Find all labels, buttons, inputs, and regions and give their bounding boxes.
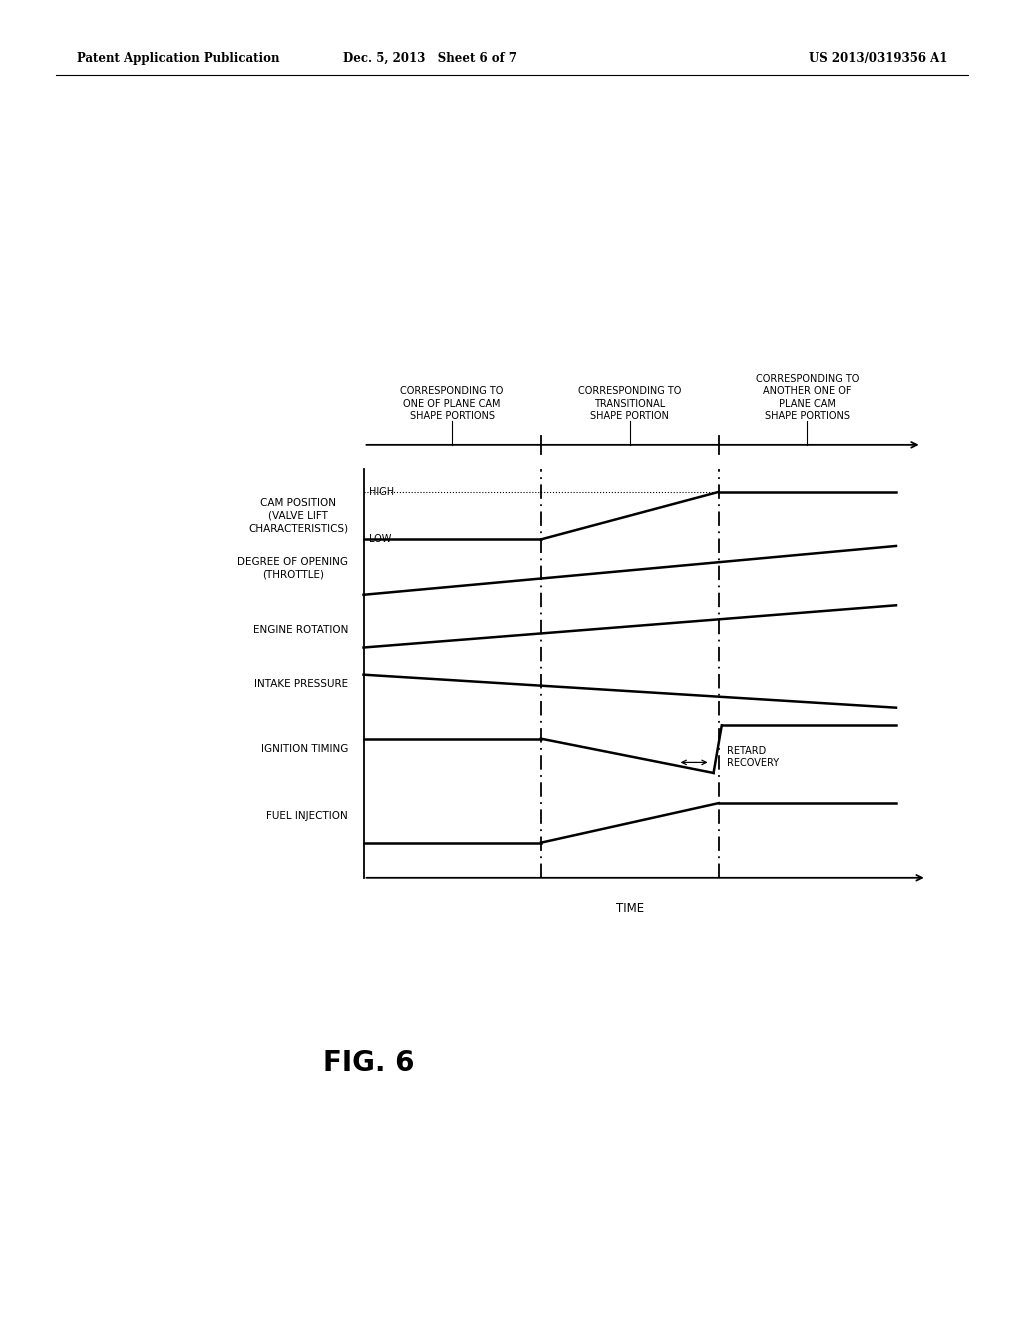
Text: CORRESPONDING TO
TRANSITIONAL
SHAPE PORTION: CORRESPONDING TO TRANSITIONAL SHAPE PORT… <box>579 387 681 421</box>
Text: ENGINE ROTATION: ENGINE ROTATION <box>253 626 348 635</box>
Text: CAM POSITION
(VALVE LIFT
CHARACTERISTICS): CAM POSITION (VALVE LIFT CHARACTERISTICS… <box>248 498 348 533</box>
Text: TIME: TIME <box>615 902 644 915</box>
Text: FIG. 6: FIG. 6 <box>323 1048 415 1077</box>
Text: DEGREE OF OPENING
(THROTTLE): DEGREE OF OPENING (THROTTLE) <box>238 557 348 579</box>
Text: IGNITION TIMING: IGNITION TIMING <box>261 744 348 754</box>
Text: HIGH: HIGH <box>369 487 394 496</box>
Text: INTAKE PRESSURE: INTAKE PRESSURE <box>254 678 348 689</box>
Text: CORRESPONDING TO
ONE OF PLANE CAM
SHAPE PORTIONS: CORRESPONDING TO ONE OF PLANE CAM SHAPE … <box>400 387 504 421</box>
Text: Patent Application Publication: Patent Application Publication <box>77 51 280 65</box>
Text: FUEL INJECTION: FUEL INJECTION <box>266 812 348 821</box>
Text: US 2013/0319356 A1: US 2013/0319356 A1 <box>809 51 947 65</box>
Text: LOW: LOW <box>369 535 391 544</box>
Text: RETARD
RECOVERY: RETARD RECOVERY <box>727 746 779 768</box>
Text: Dec. 5, 2013   Sheet 6 of 7: Dec. 5, 2013 Sheet 6 of 7 <box>343 51 517 65</box>
Text: CORRESPONDING TO
ANOTHER ONE OF
PLANE CAM
SHAPE PORTIONS: CORRESPONDING TO ANOTHER ONE OF PLANE CA… <box>756 374 859 421</box>
